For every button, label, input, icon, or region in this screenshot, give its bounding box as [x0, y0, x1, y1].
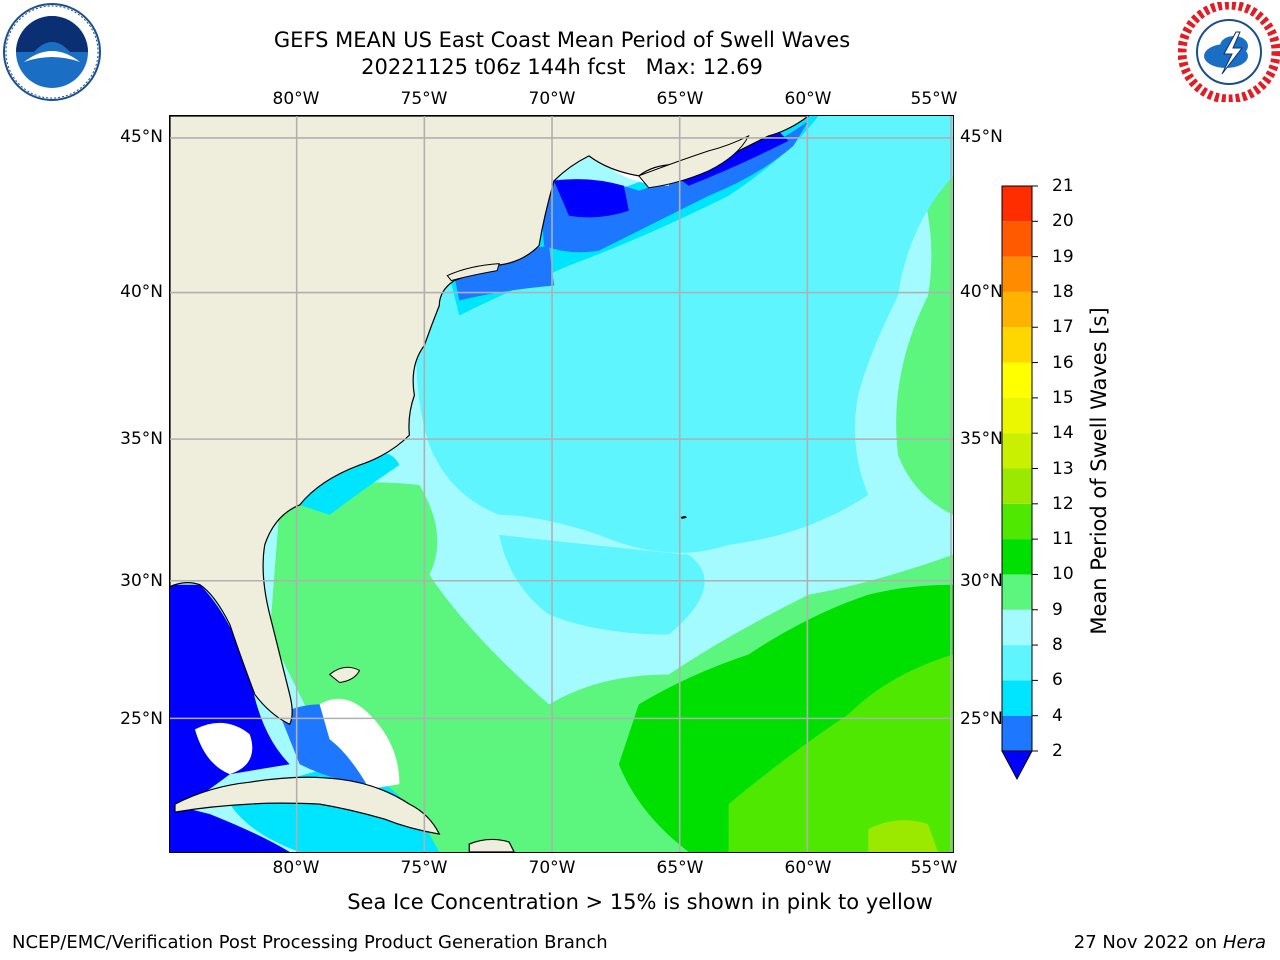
lat-label-left-35n: 35°N [120, 429, 163, 449]
colorbar-tick-label-20: 20 [1052, 211, 1074, 232]
lon-label-bottom-75w: 75°W [400, 858, 448, 878]
sea-ice-footnote: Sea Ice Concentration > 15% is shown in … [347, 890, 933, 914]
colorbar-band-18-19 [1002, 256, 1032, 292]
lat-label-right-35n: 35°N [960, 429, 1003, 449]
colorbar-band-14-15 [1002, 397, 1032, 434]
colorbar-under-arrow [1001, 750, 1033, 781]
land-bermuda [680, 515, 687, 519]
lat-label-right-30n: 30°N [960, 571, 1003, 591]
colorbar-band-16-17 [1002, 327, 1032, 363]
colorbar-band-20-21 [1002, 186, 1032, 222]
swell-zone-4-6s-coast [299, 451, 400, 515]
swell-zone-2-4s-shelf [454, 245, 555, 301]
colorbar-tick-label-19: 19 [1052, 246, 1074, 267]
colorbar-band-8-9 [1002, 609, 1032, 646]
swell-zone-gulf-of-mexico [170, 584, 290, 815]
colorbar-tick-label-4: 4 [1052, 705, 1063, 726]
colorbar-band-12-13 [1002, 468, 1032, 504]
lon-label-top-75w: 75°W [400, 89, 448, 109]
colorbar-title: Mean Period of Swell Waves [s] [1087, 307, 1111, 635]
lon-label-bottom-55w: 55°W [910, 858, 958, 878]
colorbar-tick-label-17: 17 [1052, 317, 1074, 338]
colorbar-tick-label-12: 12 [1052, 493, 1074, 514]
colorbar-tick-label-18: 18 [1052, 281, 1074, 302]
colorbar [1001, 185, 1038, 781]
swell-zone-2-4s-gulf-of-maine [539, 120, 809, 253]
colorbar-tick-label-16: 16 [1052, 352, 1074, 373]
colorbar-band-19-20 [1002, 221, 1032, 257]
lon-label-top-55w: 55°W [910, 89, 958, 109]
map-title-line2: 20221125 t06z 144h fcst Max: 12.69 [361, 55, 763, 79]
land-hispaniola [468, 838, 515, 852]
credit-organization: NCEP/EMC/Verification Post Processing Pr… [12, 932, 608, 953]
credit-date: 27 Nov 2022 on [1073, 932, 1218, 953]
colorbar-tick-label-6: 6 [1052, 670, 1063, 691]
lat-label-right-40n: 40°N [960, 282, 1003, 302]
credit-host: Hera [1222, 932, 1266, 953]
lat-label-left-30n: 30°N [120, 571, 163, 591]
credit-date-host: 27 Nov 2022 on Hera [1074, 932, 1266, 953]
colorbar-band-11-12 [1002, 503, 1032, 540]
colorbar-tick-label-11: 11 [1052, 529, 1074, 550]
colorbar-band-17-18 [1002, 291, 1032, 328]
colorbar-tick-label-13: 13 [1052, 458, 1074, 479]
lat-label-left-40n: 40°N [120, 282, 163, 302]
lon-label-bottom-80w: 80°W [272, 858, 320, 878]
colorbar-band-2-4 [1002, 715, 1032, 751]
map-title-line1: GEFS MEAN US East Coast Mean Period of S… [273, 28, 851, 52]
lon-label-top-70w: 70°W [528, 89, 576, 109]
colorbar-tick-label-14: 14 [1052, 423, 1074, 444]
swell-zone-9-10s-east [896, 175, 953, 515]
colorbar-tick-label-10: 10 [1052, 564, 1074, 585]
land-nova-scotia [637, 134, 750, 189]
swell-zone-11-12s [728, 654, 953, 852]
lon-label-bottom-60w: 60°W [784, 858, 832, 878]
lat-label-left-45n: 45°N [120, 127, 163, 147]
lat-label-left-25n: 25°N [120, 709, 163, 729]
swell-zone-caribbean [170, 804, 290, 852]
colorbar-tick-label-21: 21 [1052, 176, 1074, 196]
land-long-island [446, 263, 500, 282]
land-bahamas [328, 666, 361, 683]
colorbar-band-15-16 [1002, 362, 1032, 398]
swell-zone-6-8s [416, 116, 953, 553]
lon-label-top-65w: 65°W [656, 89, 704, 109]
lat-label-right-25n: 25°N [960, 709, 1003, 729]
land-cuba [174, 776, 441, 835]
colorbar-band-10-11 [1002, 539, 1032, 575]
nws-logo-icon [1178, 2, 1280, 102]
missing-area-gulf [194, 722, 253, 775]
lat-label-right-45n: 45°N [960, 127, 1003, 147]
colorbar-band-9-10 [1002, 574, 1032, 610]
lon-label-top-80w: 80°W [272, 89, 320, 109]
colorbar-tick-label-15: 15 [1052, 387, 1074, 408]
swell-zone-under-2s [554, 179, 629, 218]
colorbar-band-4-6 [1002, 680, 1032, 716]
swell-period-map [169, 115, 954, 853]
lon-label-top-60w: 60°W [784, 89, 832, 109]
lon-label-bottom-70w: 70°W [528, 858, 576, 878]
swell-zone-6-8s-south [499, 534, 705, 635]
colorbar-tick-label-2: 2 [1052, 741, 1063, 761]
graticule [170, 116, 953, 852]
noaa-logo-icon [3, 3, 101, 101]
colorbar-tick-label-9: 9 [1052, 599, 1063, 620]
colorbar-tick-label-8: 8 [1052, 635, 1063, 656]
lon-label-bottom-65w: 65°W [656, 858, 704, 878]
swell-zone-12-13s [868, 820, 939, 852]
missing-area-bahamas [319, 698, 400, 790]
colorbar-band-13-14 [1002, 433, 1032, 469]
colorbar-band-6-8 [1002, 645, 1032, 681]
